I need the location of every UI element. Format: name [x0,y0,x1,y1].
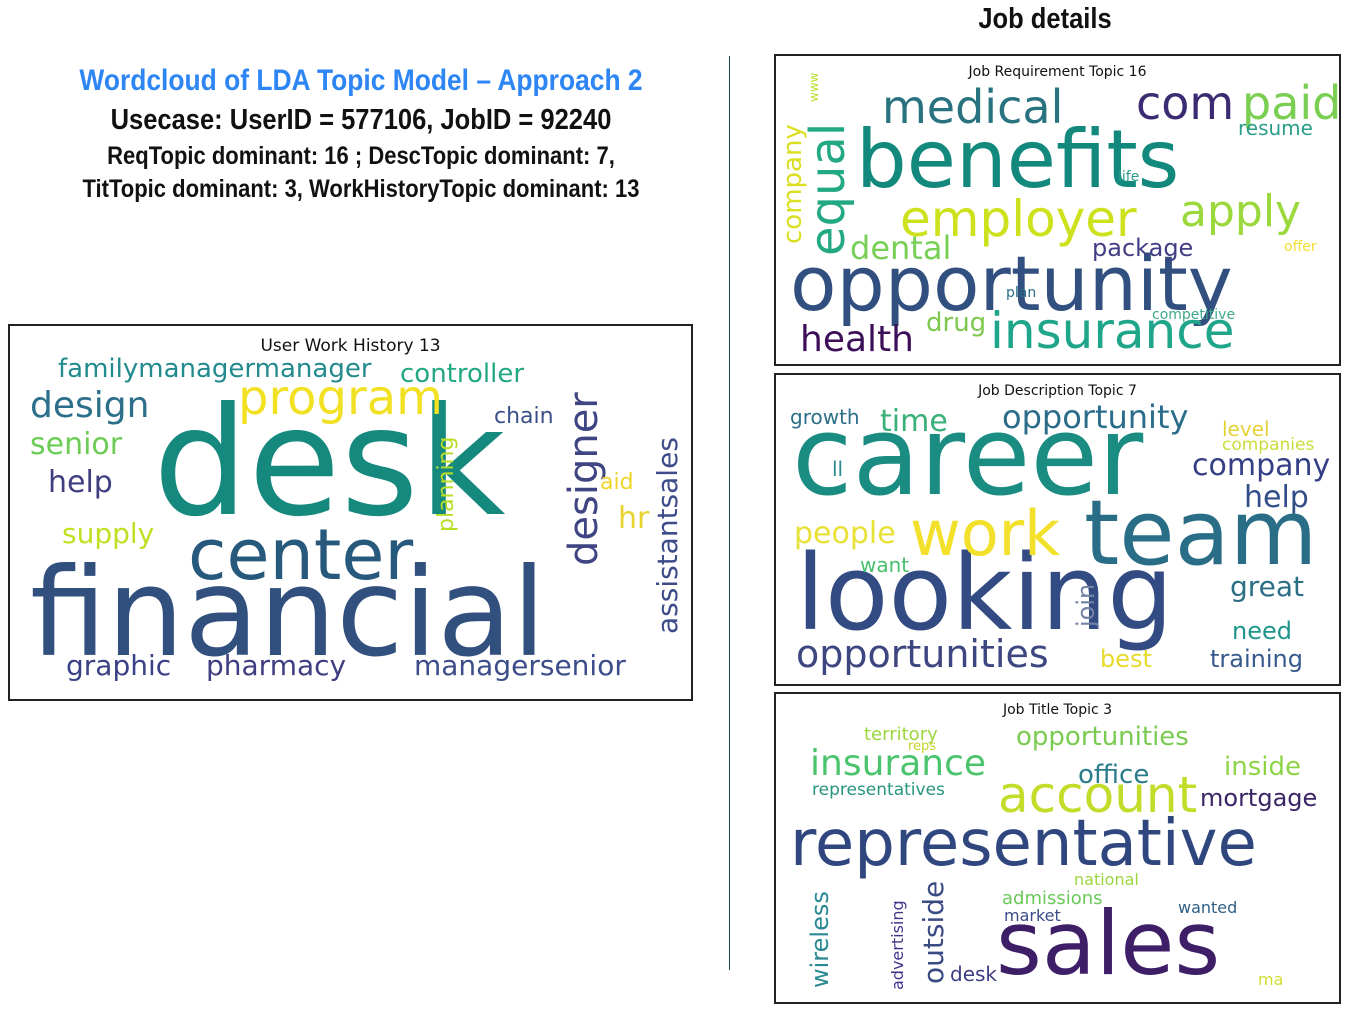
word-financial: financial [30,542,546,684]
usecase-line: Usecase: UserID = 577106, JobID = 92240 [110,104,612,136]
word-design: design [30,385,150,426]
word-best: best [1100,645,1152,673]
word-equal: equal [800,122,856,256]
word-desk: desk [153,376,506,550]
word-join: join [1072,583,1100,627]
word-assistantsales: assistantsales [651,437,684,634]
word-desk: desk [950,962,998,986]
word-graphic: graphic [66,649,172,682]
word-office: office [1078,760,1150,790]
job-details-heading: Job details [978,3,1112,35]
word-career: career [792,392,1144,520]
word-training: training [1210,645,1303,673]
word-looking: looking [796,532,1174,654]
word-sales: sales [996,892,1221,995]
word-employer: employer [900,190,1137,248]
word-market: market [1004,906,1061,925]
word-drug: drug [926,308,987,338]
word-ll: ll [832,457,844,481]
word-insurance: insurance [990,302,1235,360]
word-medical: medical [882,80,1064,134]
word-familymanagermanager: familymanagermanager [58,354,372,384]
word-pharmacy: pharmacy [206,649,347,682]
word-competitive: competitive [1152,307,1236,323]
word-com: com [1136,76,1235,130]
word-opportunities: opportunities [796,632,1049,676]
word-help: help [1244,480,1309,515]
word-wanted: wanted [1178,898,1238,917]
panel-title: Job Title Topic 3 [1002,702,1113,718]
word-opportunity: opportunity [1002,398,1189,436]
word-representatives: representatives [812,780,945,800]
header-title: Wordcloud of LDA Topic Model – Approach … [79,64,643,97]
word-aid: aid [600,470,634,495]
dominant-topics-line-1: ReqTopic dominant: 16 ; DescTopic domina… [107,142,615,170]
word-dental: dental [850,229,952,267]
word-package: package [1092,234,1194,262]
word-wireless: wireless [806,891,834,988]
word-team: team [1084,481,1318,586]
word-life: life [1118,169,1140,185]
word-representative: representative [790,807,1257,881]
word-company: company [1192,448,1331,483]
word-controller: controller [400,359,525,389]
word-work: work [910,497,1061,570]
word-company: company [778,124,808,244]
panel-title: User Work History 13 [260,336,441,356]
panel-title: Job Requirement Topic 16 [968,64,1147,80]
word-national: national [1074,870,1139,889]
dominant-topics-line-2: TitTopic dominant: 3, WorkHistoryTopic d… [82,175,640,203]
word-great: great [1230,570,1305,603]
word-companies: companies [1222,435,1315,455]
word-offer: offer [1284,239,1317,255]
word-people: people [794,516,896,551]
word-growth: growth [790,405,860,429]
requirement-cloud: Job Requirement Topic 16 benefits opport… [774,54,1341,366]
word-hr: hr [618,501,650,536]
divider-line [729,56,730,970]
word-resume: resume [1238,116,1313,140]
word-time: time [880,404,948,439]
word-plan: plan [1006,285,1037,301]
word-territory: territory [864,724,938,745]
work-history-cloud: User Work History 13 desk financial cent… [8,324,693,701]
word-ma: ma [1258,970,1284,989]
word-managersenior: managersenior [414,649,626,682]
word-center: center [188,514,414,596]
word-help: help [48,465,113,500]
word-mortgage: mortgage [1200,784,1318,812]
word-outside: outside [917,880,950,984]
word-need: need [1232,617,1292,645]
word-www: www [807,72,821,102]
word-inside: inside [1224,752,1301,782]
word-benefits: benefits [856,113,1180,206]
word-want: want [860,553,910,577]
panel-title: Job Description Topic 7 [978,383,1137,399]
word-account: account [998,766,1198,824]
word-program: program [238,370,443,426]
word-chain: chain [494,404,554,429]
word-apply: apply [1180,186,1302,237]
word-advertising: advertising [888,900,907,990]
word-supply: supply [62,517,155,550]
description-cloud: Job Description Topic 7 career looking t… [774,373,1341,686]
word-paid: paid [1242,76,1341,130]
word-opportunities: opportunities [1016,722,1189,752]
word-senior: senior [30,427,123,462]
word-admissions: admissions [1002,888,1103,909]
word-reps: reps [908,739,937,754]
word-opportunity: opportunity [790,239,1233,328]
word-level: level [1222,417,1270,441]
word-insurance: insurance [810,743,987,784]
word-designer: designer [561,392,607,566]
word-planning: planning [434,436,459,532]
word-health: health [800,319,914,360]
title-topic-cloud: Job Title Topic 3 representative sales a… [774,692,1341,1004]
